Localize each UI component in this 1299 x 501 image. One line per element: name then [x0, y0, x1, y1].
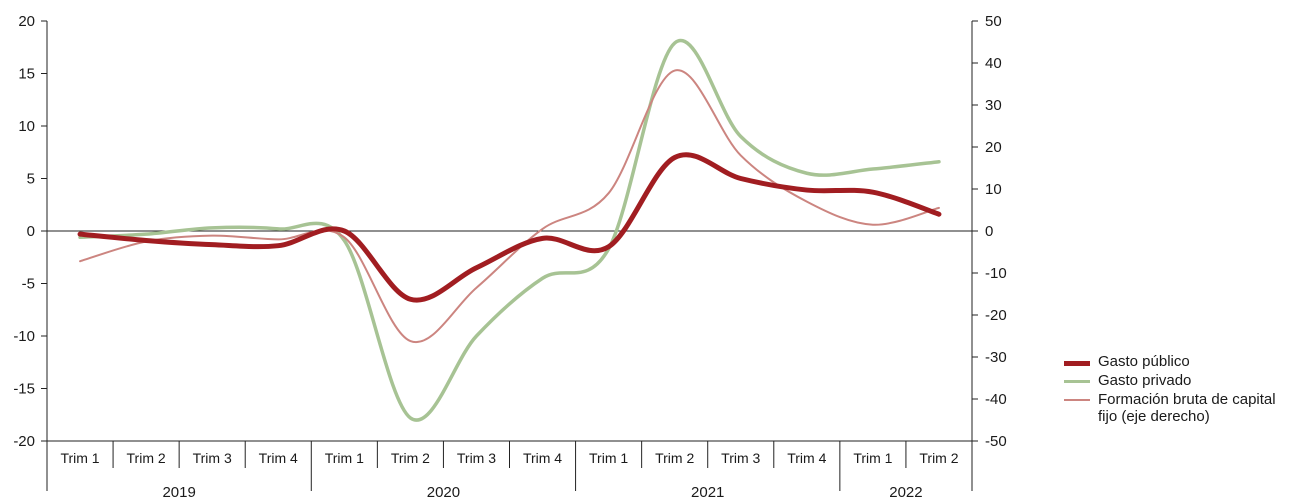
legend-swatch-gasto-publico	[1064, 361, 1090, 366]
y-left-tick-label: 0	[27, 223, 35, 240]
y-left-tick-label: -20	[13, 433, 35, 450]
series-lines	[80, 41, 939, 421]
y-left-tick-label: 10	[18, 118, 35, 135]
y-right-tick-label: 0	[985, 223, 993, 240]
series-line-1	[80, 41, 939, 421]
x-tick-label: Trim 4	[787, 450, 826, 466]
y-right-tick-label: 30	[985, 97, 1002, 114]
y-right-tick-label: -20	[985, 307, 1007, 324]
x-tick-label: Trim 3	[721, 450, 760, 466]
y-right-tick-label: 40	[985, 55, 1002, 72]
legend-label-gasto-publico: Gasto público	[1098, 353, 1190, 370]
x-tick-label: Trim 1	[589, 450, 628, 466]
y-right-tick-label: 20	[985, 139, 1002, 156]
year-label: 2021	[691, 484, 724, 501]
x-tick-label: Trim 2	[655, 450, 694, 466]
year-label: 2019	[162, 484, 195, 501]
legend-item-gasto-privado: Gasto privado	[1064, 372, 1299, 389]
series-line-2	[80, 70, 939, 342]
y-left-tick-label: 15	[18, 66, 35, 83]
x-tick-label: Trim 1	[60, 450, 99, 466]
x-tick-label: Trim 4	[259, 450, 298, 466]
x-tick-label: Trim 2	[127, 450, 166, 466]
x-tick-label: Trim 2	[391, 450, 430, 466]
y-left-tick-label: -5	[22, 276, 35, 293]
x-tick-label: Trim 3	[193, 450, 232, 466]
legend-label-fbcf: Formación bruta de capital fijo (eje der…	[1098, 391, 1298, 425]
legend-label-gasto-privado: Gasto privado	[1098, 372, 1191, 389]
y-left-tick-label: 20	[18, 13, 35, 30]
y-right-tick-label: -40	[985, 391, 1007, 408]
y-right-tick-label: -30	[985, 349, 1007, 366]
legend-item-fbcf: Formación bruta de capital fijo (eje der…	[1064, 391, 1299, 425]
x-tick-label: Trim 4	[523, 450, 562, 466]
y-right-tick-label: 50	[985, 13, 1002, 30]
legend-swatch-gasto-privado	[1064, 380, 1090, 383]
legend-swatch-fbcf	[1064, 399, 1090, 401]
x-tick-label: Trim 3	[457, 450, 496, 466]
year-label: 2020	[427, 484, 460, 501]
y-left-tick-label: -15	[13, 381, 35, 398]
year-label: 2022	[889, 484, 922, 501]
y-right-tick-label: -50	[985, 433, 1007, 450]
legend-item-gasto-publico: Gasto público	[1064, 353, 1299, 370]
x-tick-label: Trim 1	[325, 450, 364, 466]
x-tick-label: Trim 2	[919, 450, 958, 466]
y-left-tick-label: 5	[27, 171, 35, 188]
y-right-tick-label: -10	[985, 265, 1007, 282]
y-left-tick-label: -10	[13, 328, 35, 345]
legend: Gasto público Gasto privado Formación br…	[1064, 353, 1299, 427]
y-right-tick-label: 10	[985, 181, 1002, 198]
x-tick-label: Trim 1	[853, 450, 892, 466]
